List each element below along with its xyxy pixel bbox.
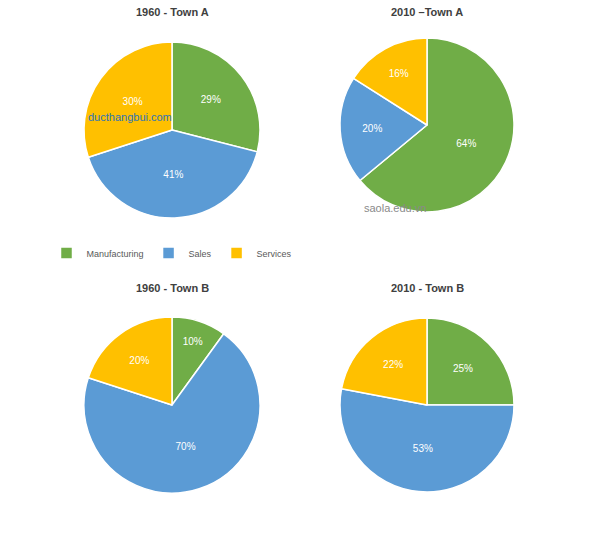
svg-text:25%: 25% bbox=[453, 363, 473, 374]
svg-text:Sales: Sales bbox=[189, 249, 212, 259]
svg-text:29%: 29% bbox=[201, 94, 221, 105]
svg-text:1960 - Town A: 1960 - Town A bbox=[136, 6, 209, 18]
svg-text:22%: 22% bbox=[383, 359, 403, 370]
svg-text:20%: 20% bbox=[129, 355, 149, 366]
svg-text:saola.edu.vn: saola.edu.vn bbox=[364, 202, 426, 214]
svg-text:Manufacturing: Manufacturing bbox=[87, 249, 144, 259]
svg-text:41%: 41% bbox=[163, 169, 183, 180]
svg-text:30%: 30% bbox=[123, 96, 143, 107]
svg-text:ducthangbui.com: ducthangbui.com bbox=[88, 111, 172, 123]
svg-text:16%: 16% bbox=[389, 68, 409, 79]
svg-text:20%: 20% bbox=[362, 123, 382, 134]
svg-text:70%: 70% bbox=[176, 441, 196, 452]
svg-text:Services: Services bbox=[257, 249, 292, 259]
svg-text:2010 –Town A: 2010 –Town A bbox=[391, 6, 463, 18]
svg-text:10%: 10% bbox=[183, 336, 203, 347]
svg-text:1960 - Town B: 1960 - Town B bbox=[136, 282, 209, 294]
svg-text:2010 - Town B: 2010 - Town B bbox=[391, 282, 464, 294]
svg-text:64%: 64% bbox=[456, 138, 476, 149]
svg-text:53%: 53% bbox=[413, 443, 433, 454]
